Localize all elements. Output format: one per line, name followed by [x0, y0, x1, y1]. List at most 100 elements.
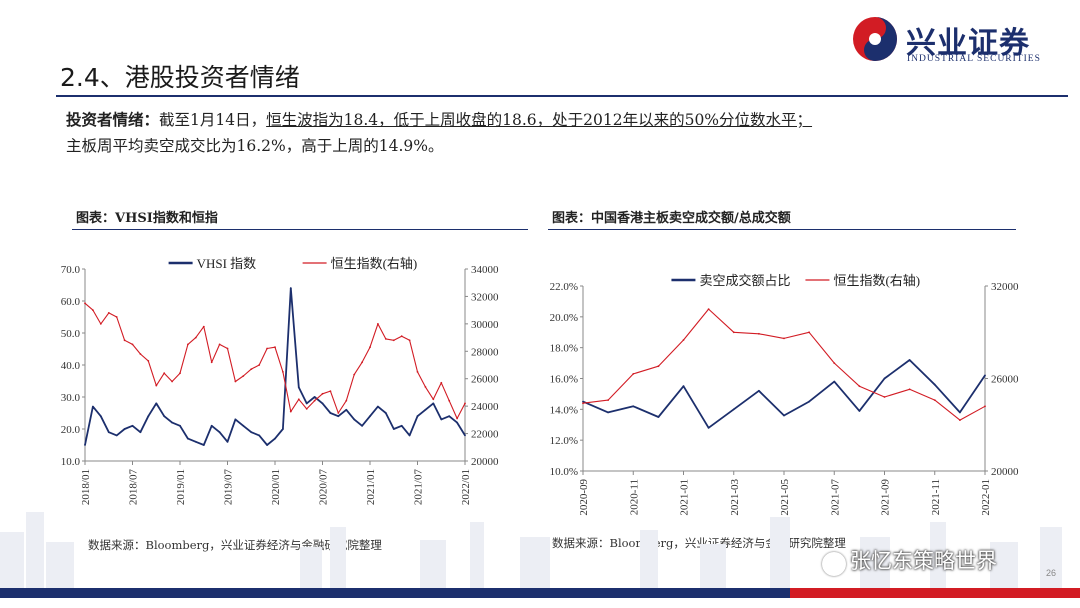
left-tick-label: 12.0%	[550, 435, 578, 447]
data-point	[732, 408, 735, 411]
left-tick-label: 30.0	[61, 392, 81, 404]
series-line-2	[582, 308, 986, 421]
data-point	[92, 405, 94, 408]
data-point	[432, 398, 435, 401]
data-point	[783, 337, 785, 340]
data-point	[337, 412, 340, 414]
left-tick-label: 20.0	[61, 424, 81, 436]
watermark: 张忆东策略世界	[822, 545, 997, 576]
x-tick-label: 2021-03	[729, 479, 741, 516]
data-point	[369, 415, 371, 418]
data-point	[187, 437, 189, 440]
data-point	[321, 402, 324, 405]
data-point	[732, 331, 735, 334]
data-point	[202, 325, 205, 328]
data-point	[92, 309, 94, 311]
data-point	[833, 380, 836, 383]
data-point	[464, 402, 466, 405]
data-point	[424, 386, 427, 388]
data-point	[218, 431, 221, 434]
data-point	[313, 399, 316, 402]
data-point	[369, 346, 371, 349]
data-point	[179, 372, 181, 375]
footer-bar-blue	[0, 588, 790, 598]
data-point	[858, 385, 861, 388]
data-point	[242, 375, 245, 377]
x-tick-label: 2018/07	[128, 469, 140, 506]
logo: 兴业证券 INDUSTRIAL SECURITIES	[852, 14, 1067, 66]
data-point	[84, 302, 86, 305]
summary-label: 投资者情绪：	[66, 110, 160, 129]
data-point	[392, 339, 395, 342]
data-point	[657, 365, 660, 368]
data-point	[242, 424, 245, 427]
data-point	[384, 338, 387, 340]
data-point	[607, 411, 609, 414]
left-tick-label: 18.0%	[550, 343, 578, 355]
chart1-title-rule	[72, 229, 528, 230]
data-point	[234, 380, 237, 383]
data-point	[984, 405, 986, 408]
city-skyline-icon	[0, 512, 1062, 588]
data-point	[416, 415, 419, 418]
data-point	[131, 424, 134, 427]
data-point	[456, 417, 458, 420]
summary-text: 投资者情绪：截至1月14日，恒生波指为18.4，低于上周收盘的18.6，处于20…	[66, 107, 1056, 159]
left-tick-label: 10.0%	[550, 466, 578, 478]
x-tick-label: 2021-11	[930, 479, 942, 515]
data-point	[883, 377, 886, 380]
data-point	[282, 371, 284, 373]
data-point	[202, 444, 205, 446]
data-point	[582, 402, 584, 405]
data-point	[707, 426, 710, 429]
data-point	[274, 346, 276, 349]
x-tick-label: 2021-09	[880, 479, 892, 516]
data-point	[321, 392, 324, 395]
left-tick-label: 10.0	[61, 456, 81, 468]
right-tick-label: 34000	[471, 264, 499, 276]
summary-line-2: 主板周平均卖空成交比为16.2%，高于上周的14.9%。	[66, 137, 444, 155]
data-point	[274, 437, 276, 440]
x-tick-label: 2020/01	[270, 469, 282, 505]
data-point	[758, 332, 760, 335]
data-point	[933, 383, 936, 386]
data-point	[448, 415, 451, 418]
x-tick-label: 2022/01	[460, 469, 472, 505]
data-point	[408, 434, 411, 437]
left-tick-label: 14.0%	[550, 404, 578, 416]
data-point	[883, 396, 886, 398]
data-point	[99, 415, 102, 418]
data-point	[289, 287, 292, 290]
data-point	[377, 323, 379, 325]
left-tick-label: 50.0	[61, 328, 81, 340]
data-point	[187, 343, 189, 346]
right-tick-label: 26000	[991, 374, 1019, 386]
left-tick-label: 70.0	[61, 264, 81, 276]
data-point	[337, 415, 340, 418]
data-point	[297, 398, 300, 401]
logo-subtitle: INDUSTRIAL SECURITIES	[907, 54, 1041, 64]
data-point	[258, 434, 261, 437]
right-tick-label: 26000	[471, 374, 499, 386]
data-point	[858, 410, 861, 412]
data-point	[123, 428, 126, 430]
logo-mark-icon	[853, 17, 897, 61]
data-point	[682, 339, 685, 341]
section-title: 2.4、港股投资者情绪	[60, 63, 300, 92]
x-tick-label: 2021-05	[779, 479, 791, 516]
data-point	[226, 347, 229, 350]
summary-line-1: 投资者情绪：截至1月14日，恒生波指为18.4，低于上周收盘的18.6，处于20…	[66, 107, 1056, 133]
data-point	[297, 386, 300, 389]
data-point	[266, 347, 268, 350]
data-point	[345, 399, 348, 402]
x-tick-label: 2022-01	[980, 479, 992, 516]
watermark-text: 张忆东策略世界	[850, 549, 997, 573]
data-point	[171, 421, 174, 424]
data-point	[155, 384, 158, 387]
logo-name: 兴业证券	[906, 26, 1030, 61]
legend-label-1: 卖空成交额占比	[699, 273, 790, 288]
right-tick-label: 24000	[471, 401, 499, 413]
data-point	[833, 362, 836, 364]
data-point	[131, 343, 134, 346]
left-tick-label: 20.0%	[550, 312, 578, 324]
